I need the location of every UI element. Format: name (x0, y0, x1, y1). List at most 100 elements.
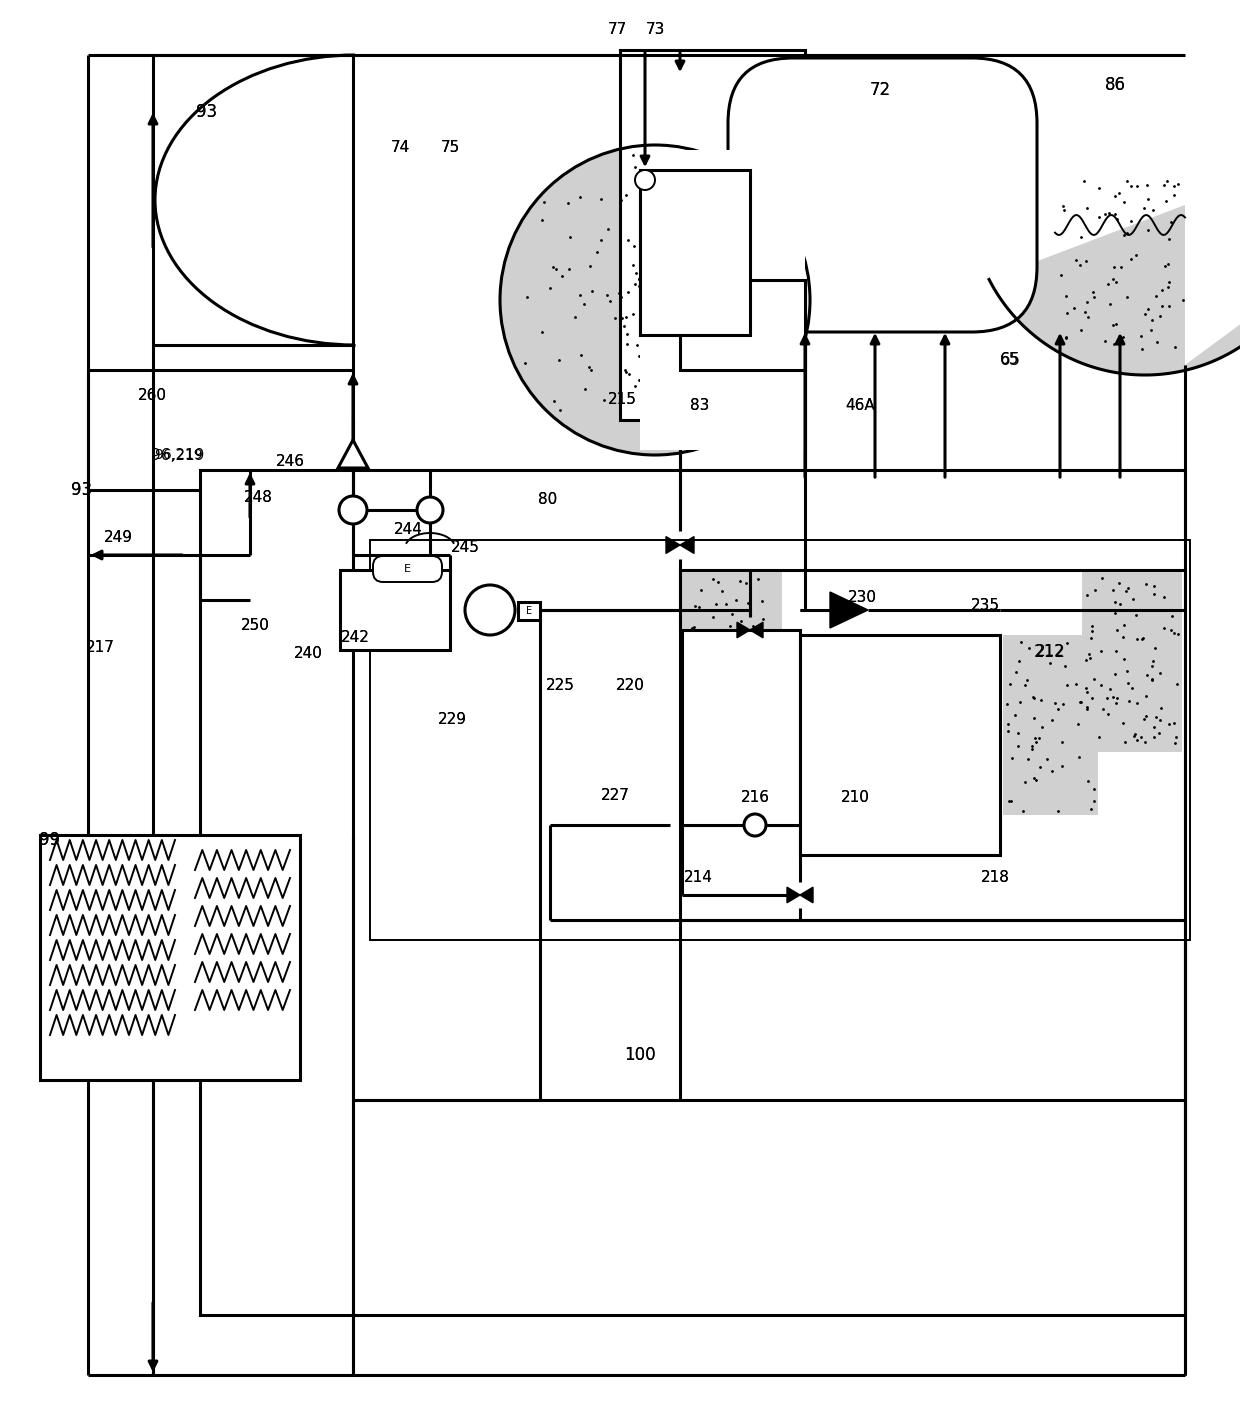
Text: E: E (526, 605, 532, 615)
Text: 74: 74 (391, 141, 409, 155)
Bar (682, 630, 800, 826)
Text: 210: 210 (841, 790, 869, 806)
Text: 230: 230 (847, 591, 877, 605)
Text: 99: 99 (40, 831, 61, 848)
FancyBboxPatch shape (373, 556, 441, 583)
Text: 217: 217 (86, 641, 114, 655)
Text: 260: 260 (138, 388, 166, 402)
Text: 242: 242 (341, 631, 370, 645)
Text: 73: 73 (645, 23, 665, 37)
Text: 248: 248 (243, 490, 273, 506)
Polygon shape (990, 205, 1240, 375)
Text: 244: 244 (393, 523, 423, 537)
Bar (640, 151, 805, 450)
Text: 250: 250 (241, 618, 269, 632)
Text: 240: 240 (294, 645, 322, 661)
Circle shape (417, 497, 443, 523)
Text: 93: 93 (72, 480, 93, 499)
Text: E: E (403, 564, 410, 574)
Polygon shape (680, 537, 694, 553)
Text: 227: 227 (600, 787, 630, 803)
Text: 65: 65 (999, 351, 1021, 369)
Text: 100: 100 (624, 1046, 656, 1064)
Text: 245: 245 (450, 540, 480, 556)
Text: 242: 242 (341, 631, 370, 645)
Polygon shape (666, 537, 680, 553)
Text: 248: 248 (243, 490, 273, 506)
Text: 214: 214 (683, 870, 713, 884)
Text: 80: 80 (538, 493, 558, 507)
Text: 249: 249 (103, 530, 133, 544)
Bar (680, 570, 1185, 919)
Circle shape (500, 145, 810, 455)
Bar (518, 603, 539, 620)
Bar (640, 171, 750, 335)
Text: 218: 218 (981, 870, 1009, 884)
Circle shape (744, 814, 766, 836)
Circle shape (465, 585, 515, 635)
Text: 75: 75 (440, 141, 460, 155)
Text: 212: 212 (1034, 642, 1066, 661)
Text: 235: 235 (971, 597, 999, 612)
Text: 214: 214 (683, 870, 713, 884)
Text: 46A: 46A (846, 398, 875, 412)
Text: 220: 220 (615, 678, 645, 692)
Text: 250: 250 (241, 618, 269, 632)
Text: 229: 229 (438, 712, 466, 728)
Text: 80: 80 (538, 493, 558, 507)
Polygon shape (737, 622, 750, 638)
Text: 220: 220 (615, 678, 645, 692)
Text: 77: 77 (608, 23, 626, 37)
Text: 86: 86 (1105, 75, 1126, 94)
Text: 245: 245 (450, 540, 480, 556)
Bar (800, 635, 999, 855)
Bar (680, 280, 805, 369)
Bar (640, 171, 750, 335)
Bar (200, 470, 1185, 1314)
Bar (1083, 573, 1182, 752)
FancyBboxPatch shape (728, 58, 1037, 333)
Text: 217: 217 (86, 641, 114, 655)
Text: 100: 100 (624, 1046, 656, 1064)
Text: 216: 216 (740, 790, 770, 806)
Bar (370, 540, 1190, 941)
Text: 96,219: 96,219 (151, 448, 205, 462)
Bar (682, 573, 782, 752)
Text: 93: 93 (196, 102, 217, 121)
Text: 216: 216 (740, 790, 770, 806)
Text: 244: 244 (393, 523, 423, 537)
Text: 260: 260 (138, 388, 166, 402)
Text: 227: 227 (600, 787, 630, 803)
Text: 235: 235 (971, 597, 999, 612)
Bar (620, 50, 805, 421)
Polygon shape (800, 887, 813, 902)
Text: 75: 75 (440, 141, 460, 155)
Text: 240: 240 (294, 645, 322, 661)
Text: 218: 218 (981, 870, 1009, 884)
Text: 83: 83 (691, 398, 709, 412)
Text: 210: 210 (841, 790, 869, 806)
Text: 215: 215 (608, 392, 636, 408)
Text: 99: 99 (40, 831, 61, 848)
Text: 72: 72 (869, 81, 890, 99)
Text: 65: 65 (1001, 352, 1019, 368)
Polygon shape (750, 622, 763, 638)
Text: 46A: 46A (846, 398, 875, 412)
Text: 246: 246 (275, 455, 305, 469)
Text: 225: 225 (546, 678, 574, 692)
Text: 229: 229 (438, 712, 466, 728)
Polygon shape (830, 593, 868, 628)
Text: 215: 215 (608, 392, 636, 408)
Text: 96,219: 96,219 (154, 448, 202, 462)
Text: 77: 77 (608, 23, 626, 37)
Text: 249: 249 (103, 530, 133, 544)
Bar (1003, 635, 1097, 816)
Text: 230: 230 (847, 591, 877, 605)
Text: 86: 86 (1105, 75, 1126, 94)
Text: 73: 73 (645, 23, 665, 37)
Text: 93: 93 (72, 480, 93, 499)
Circle shape (339, 496, 367, 524)
Polygon shape (339, 441, 368, 468)
Bar (684, 632, 799, 728)
Circle shape (635, 171, 655, 190)
